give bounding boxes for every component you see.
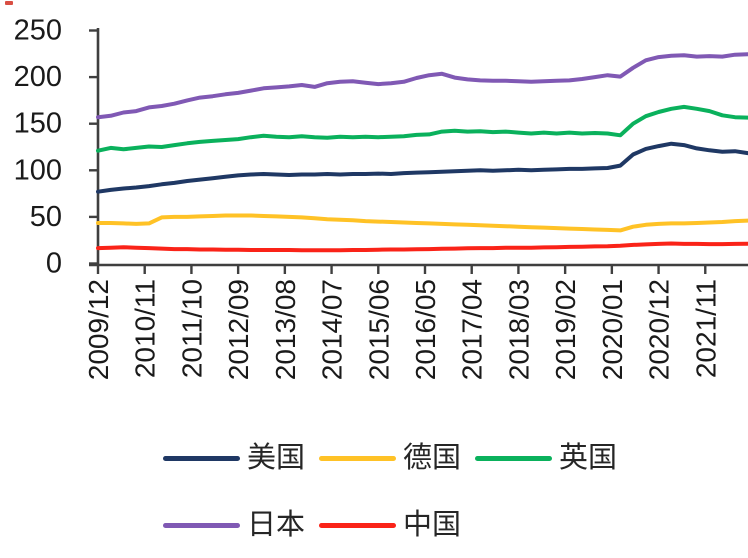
series-line-china (96, 241, 748, 253)
legend-label-japan: 日本 (247, 509, 306, 541)
series-line-germany (96, 213, 748, 233)
legend-swatch-germany (319, 455, 397, 461)
x-tick-label: 2013/08 (270, 279, 301, 380)
legend-swatch-uk (475, 455, 553, 461)
legend-swatch-japan (163, 522, 240, 528)
axes (89, 28, 748, 267)
x-tick-label: 2020/12 (644, 279, 675, 380)
legend-item-uk: 英国 (475, 441, 617, 475)
legend-label-us: 美国 (247, 442, 306, 474)
line-chart: 0 50 100 150 200 250 2009/12 2010/11 2011/10 2012… (14, 15, 748, 380)
y-tick-label: 150 (14, 108, 62, 140)
x-tick-label: 2021/11 (690, 279, 721, 378)
series-line-us (96, 141, 748, 194)
x-tick-label: 2019/02 (550, 279, 581, 380)
legend-item-china: 中国 (319, 508, 461, 542)
legend-label-uk: 英国 (559, 442, 618, 474)
series-line-uk (96, 104, 748, 153)
x-tick-label: 2020/01 (597, 279, 628, 380)
x-tick-label: 2018/03 (503, 279, 534, 380)
x-tick-label: 2014/07 (317, 279, 348, 380)
legend-item-japan: 日本 (163, 508, 305, 542)
legend-swatch-china (319, 522, 397, 528)
y-tick-label: 250 (14, 15, 62, 47)
legend-label-germany: 德国 (403, 442, 462, 474)
y-tick-label: 100 (14, 154, 62, 186)
y-tick-label: 50 (30, 201, 62, 233)
chart-legend: 美国 德国 英国日本 中国 (163, 441, 617, 542)
x-tick-label: 2016/05 (410, 279, 441, 380)
legend-item-us: 美国 (163, 441, 305, 475)
x-tick-label: 2015/06 (363, 279, 394, 380)
legend-row: 美国 德国 英国 (163, 441, 617, 475)
x-tick-label: 2012/09 (223, 279, 254, 380)
y-tick-label: 200 (14, 61, 62, 93)
stray-red-artifact (5, 1, 13, 5)
y-tick-label: 0 (46, 248, 62, 280)
legend-row: 日本 中国 (163, 508, 617, 542)
x-tick-label: 2017/04 (457, 279, 488, 380)
series-line-japan (96, 52, 748, 120)
x-tick-label: 2010/11 (130, 279, 161, 378)
x-tick-label: 2011/10 (176, 279, 207, 378)
x-tick-label: 2009/12 (83, 279, 114, 380)
legend-label-china: 中国 (403, 509, 462, 541)
legend-swatch-us (163, 455, 240, 461)
legend-item-germany: 德国 (319, 441, 461, 475)
